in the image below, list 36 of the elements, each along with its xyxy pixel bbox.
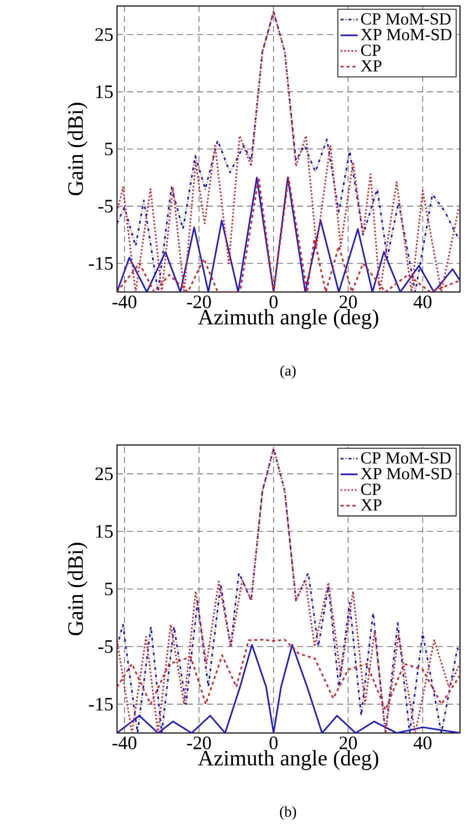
legend-label: CP: [361, 44, 380, 56]
legend-label: CP MoM-SD: [361, 452, 451, 464]
y-axis-title: Gain (dBi): [68, 102, 88, 196]
x-tick-label: 0: [270, 736, 278, 750]
line-series: [117, 448, 460, 733]
y-tick-label: -5: [98, 640, 113, 653]
legend-label: CP: [361, 484, 380, 496]
y-tick-label: -5: [98, 200, 113, 212]
y-tick-label: -15: [88, 698, 113, 711]
text: (a): [280, 365, 296, 379]
legend-label: CP MoM-SD: [361, 13, 451, 25]
y-axis-title: Gain (dBi): [68, 542, 88, 636]
line-series: [117, 10, 460, 292]
legend-label: XP MoM-SD: [360, 28, 452, 40]
x-tick-label: 40: [414, 296, 432, 308]
x-tick-label: 20: [340, 296, 357, 308]
legend-label: XP: [360, 499, 382, 510]
x-axis-title: Azimuth angle (deg): [198, 750, 378, 770]
y-tick-label: 5: [105, 582, 113, 596]
x-tick-label: 0: [270, 296, 278, 308]
x-tick-label: -40: [112, 296, 136, 308]
y-tick-label: -15: [88, 257, 113, 270]
text: (b): [280, 806, 296, 820]
y-tick-label: 15: [96, 85, 113, 98]
legend-label: XP MoM-SD: [360, 468, 452, 480]
x-axis-title: Azimuth angle (deg): [198, 309, 378, 330]
x-tick-label: -40: [112, 736, 136, 750]
x-tick-label: -20: [187, 736, 211, 750]
x-tick-label: 40: [414, 736, 432, 750]
y-tick-label: 25: [95, 467, 113, 480]
legend-label: XP: [360, 60, 382, 72]
x-tick-label: 20: [340, 736, 357, 750]
y-tick-label: 5: [105, 142, 113, 156]
x-tick-label: -20: [187, 296, 211, 308]
y-tick-label: 15: [96, 525, 113, 538]
y-tick-label: 25: [95, 28, 113, 41]
